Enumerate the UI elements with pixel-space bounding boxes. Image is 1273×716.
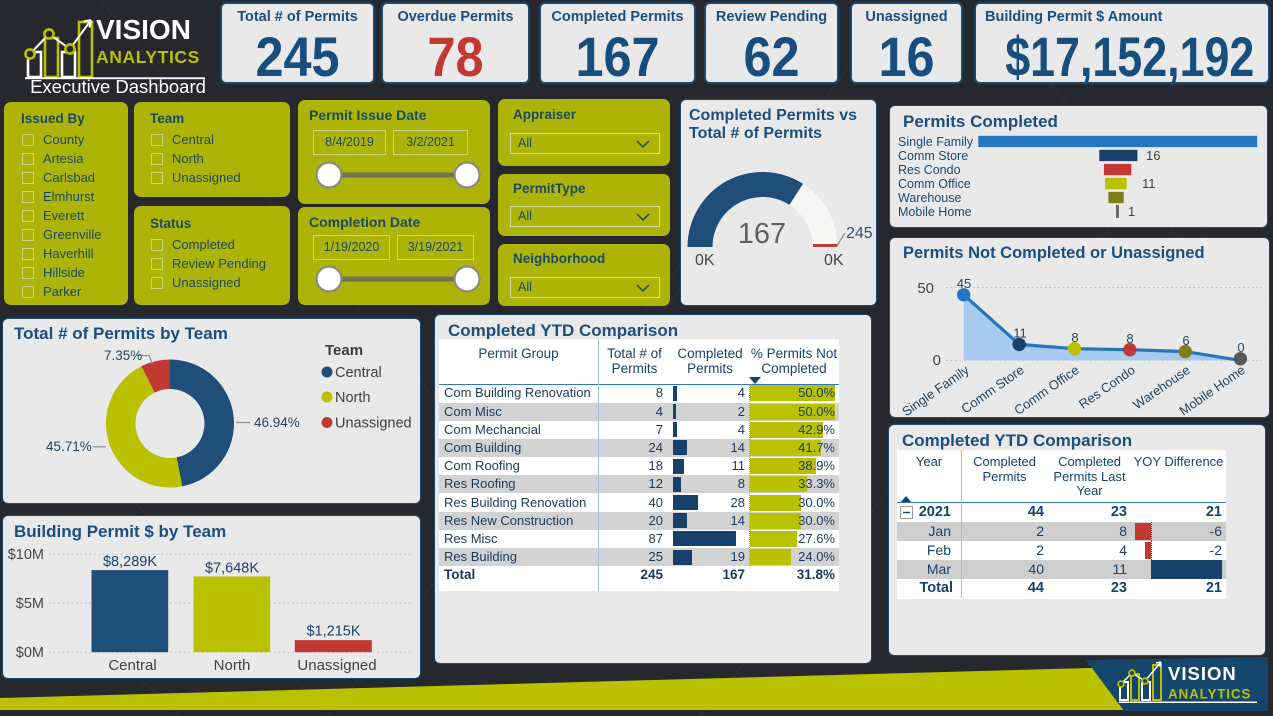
svg-text:Central: Central	[108, 657, 156, 674]
svg-text:11: 11	[1142, 176, 1156, 191]
svg-text:0: 0	[1237, 340, 1244, 355]
svg-text:$10M: $10M	[8, 547, 44, 563]
svg-text:Res Condo: Res Condo	[1076, 362, 1138, 412]
svg-text:7.35%: 7.35%	[104, 348, 142, 363]
svg-text:North: North	[335, 390, 370, 406]
svg-text:245: 245	[846, 225, 873, 242]
svg-text:6: 6	[1182, 333, 1189, 348]
svg-text:$5M: $5M	[16, 596, 44, 612]
svg-text:Unassigned: Unassigned	[297, 657, 376, 674]
svg-text:0: 0	[933, 352, 941, 369]
svg-text:50: 50	[917, 280, 934, 297]
svg-text:8: 8	[1126, 331, 1133, 346]
svg-text:North: North	[214, 657, 251, 674]
svg-text:Warehouse: Warehouse	[898, 191, 962, 205]
svg-text:167: 167	[738, 218, 786, 250]
svg-text:$7,648K: $7,648K	[205, 561, 259, 577]
svg-text:$8,289K: $8,289K	[103, 554, 157, 570]
svg-text:Mobile Home: Mobile Home	[898, 205, 972, 219]
svg-text:Comm Store: Comm Store	[898, 149, 968, 163]
svg-text:46.94%: 46.94%	[254, 415, 300, 430]
svg-text:11: 11	[1013, 326, 1027, 341]
svg-text:Single Family: Single Family	[898, 135, 974, 149]
svg-text:ANALYTICS: ANALYTICS	[1168, 687, 1251, 702]
svg-text:Team: Team	[325, 342, 363, 359]
svg-text:45.71%: 45.71%	[46, 439, 92, 454]
svg-text:$1,215K: $1,215K	[306, 624, 360, 640]
svg-text:Res Condo: Res Condo	[898, 163, 961, 177]
svg-text:VISION: VISION	[1168, 663, 1237, 684]
svg-text:0K: 0K	[695, 252, 715, 269]
svg-text:Comm Office: Comm Office	[898, 177, 971, 191]
svg-text:0K: 0K	[824, 252, 844, 269]
svg-text:16: 16	[1146, 148, 1160, 163]
svg-text:ANALYTICS: ANALYTICS	[96, 47, 200, 67]
svg-text:1: 1	[1128, 204, 1135, 219]
svg-text:45: 45	[957, 276, 971, 291]
svg-text:Central: Central	[335, 365, 382, 381]
svg-text:$0M: $0M	[16, 645, 44, 661]
svg-text:8: 8	[1071, 330, 1078, 345]
svg-text:Unassigned: Unassigned	[335, 416, 412, 432]
svg-text:VISION: VISION	[96, 14, 191, 45]
